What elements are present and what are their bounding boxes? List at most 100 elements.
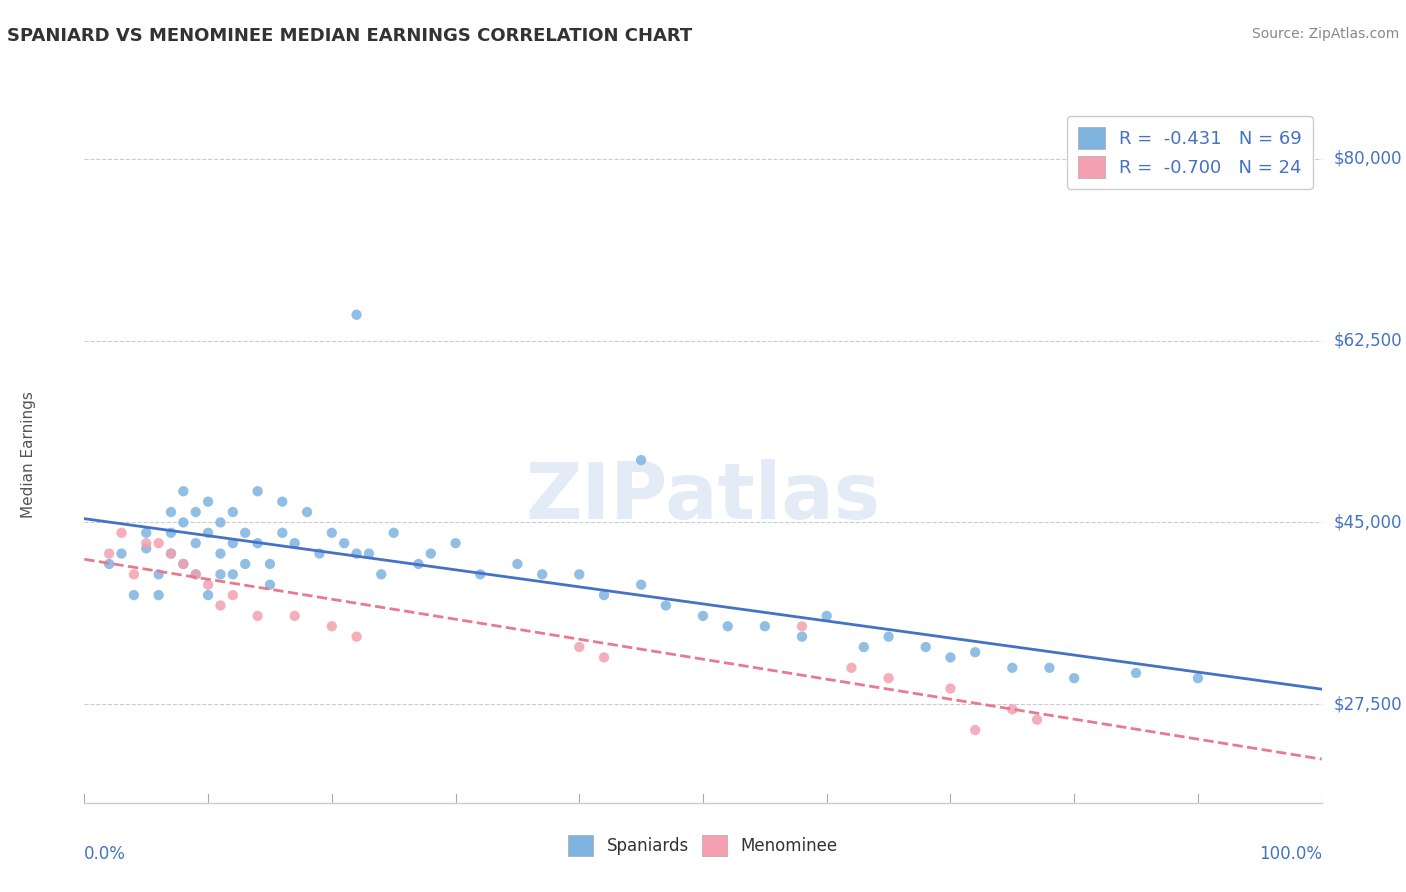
Point [1063,671,1085,685]
Text: Source: ZipAtlas.com: Source: ZipAtlas.com [1251,27,1399,41]
Legend: Spaniards, Menominee: Spaniards, Menominee [560,827,846,864]
Point [135,525,157,540]
Point [308,547,330,561]
Point [531,567,554,582]
Point [148,567,170,582]
Point [630,453,652,467]
Point [790,630,813,644]
Point [914,640,936,654]
Point [1026,713,1049,727]
Point [1038,661,1060,675]
Point [222,505,245,519]
Point [197,494,219,508]
Point [717,619,740,633]
Point [877,671,900,685]
Point [506,557,529,571]
Point [939,681,962,696]
Point [754,619,776,633]
Point [172,516,194,530]
Point [841,661,863,675]
Point [655,599,678,613]
Point [939,650,962,665]
Point [259,578,281,592]
Point [184,567,207,582]
Point [209,599,232,613]
Point [246,484,269,499]
Point [965,723,987,738]
Point [259,557,281,571]
Point [246,536,269,550]
Point [593,588,616,602]
Point [160,525,183,540]
Text: $62,500: $62,500 [1334,332,1403,350]
Point [370,567,392,582]
Point [135,541,157,556]
Point [184,505,207,519]
Point [852,640,875,654]
Point [321,525,343,540]
Point [630,578,652,592]
Point [172,557,194,571]
Point [209,567,232,582]
Point [122,588,145,602]
Point [271,525,294,540]
Text: Median Earnings: Median Earnings [21,392,37,518]
Point [1187,671,1209,685]
Point [470,567,492,582]
Point [593,650,616,665]
Point [346,547,368,561]
Point [197,578,219,592]
Text: ZIPatlas: ZIPatlas [526,458,880,534]
Point [172,557,194,571]
Text: 100.0%: 100.0% [1258,845,1322,863]
Point [271,494,294,508]
Point [222,588,245,602]
Point [346,630,368,644]
Point [246,608,269,623]
Point [357,547,380,561]
Point [1001,702,1024,716]
Point [408,557,430,571]
Point [233,525,256,540]
Point [284,608,307,623]
Point [382,525,405,540]
Text: $45,000: $45,000 [1334,514,1403,532]
Point [110,525,132,540]
Point [148,588,170,602]
Point [160,547,183,561]
Text: 0.0%: 0.0% [84,845,127,863]
Point [222,567,245,582]
Point [333,536,356,550]
Point [135,536,157,550]
Point [790,619,813,633]
Point [209,547,232,561]
Text: $27,500: $27,500 [1334,695,1403,713]
Point [965,645,987,659]
Point [98,547,121,561]
Point [222,536,245,550]
Point [1125,665,1147,680]
Point [233,557,256,571]
Point [184,536,207,550]
Point [110,547,132,561]
Point [184,567,207,582]
Point [295,505,318,519]
Point [197,525,219,540]
Point [160,547,183,561]
Point [209,516,232,530]
Point [815,608,838,623]
Point [321,619,343,633]
Point [284,536,307,550]
Point [122,567,145,582]
Point [568,640,591,654]
Text: SPANIARD VS MENOMINEE MEDIAN EARNINGS CORRELATION CHART: SPANIARD VS MENOMINEE MEDIAN EARNINGS CO… [7,27,692,45]
Point [568,567,591,582]
Text: $80,000: $80,000 [1334,150,1403,168]
Point [148,536,170,550]
Point [1001,661,1024,675]
Point [444,536,467,550]
Point [98,557,121,571]
Point [692,608,714,623]
Point [160,505,183,519]
Point [197,588,219,602]
